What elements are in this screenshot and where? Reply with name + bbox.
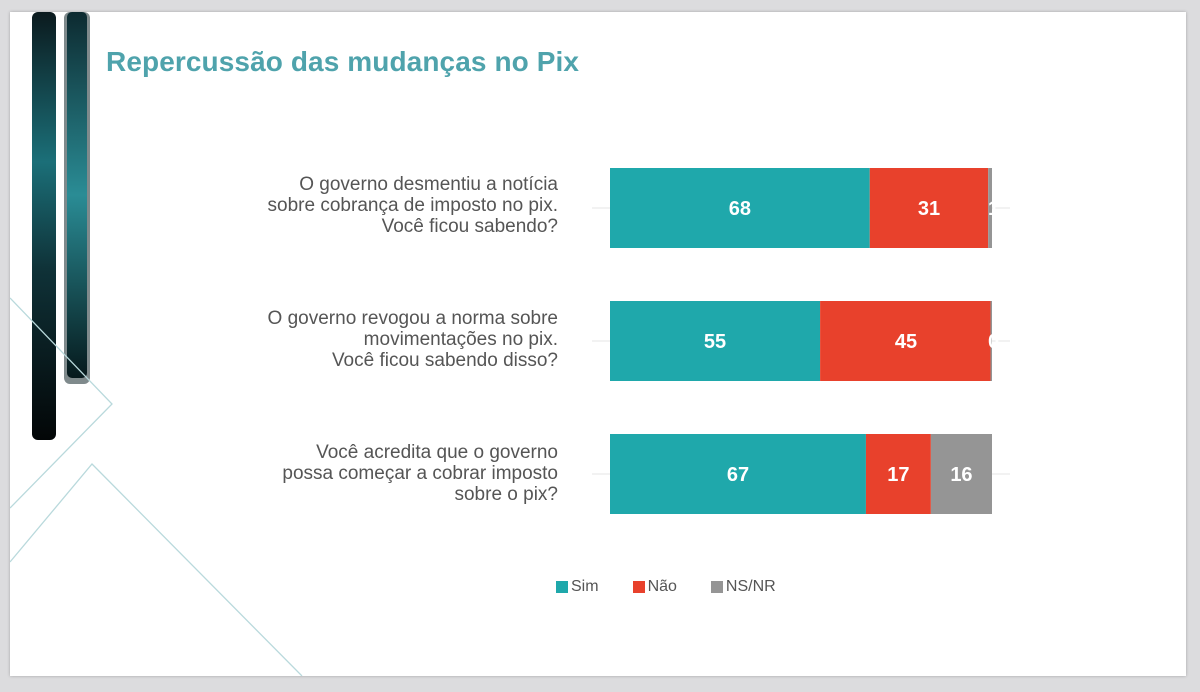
bar-nao-3: [865, 434, 931, 514]
data-label-sim-1: 68: [729, 198, 751, 220]
legend-item-sim: Sim: [556, 578, 599, 596]
question-3-line-2: possa começar a cobrar imposto: [282, 463, 558, 484]
bar-sim-1: [610, 168, 870, 248]
bar-nsnr-3: [930, 434, 992, 514]
question-1-line-1: O governo desmentiu a notícia: [299, 174, 558, 195]
legend: Sim Não NS/NR: [556, 578, 776, 596]
bar-nao-1: [869, 168, 989, 248]
bar-sim-3: [610, 434, 866, 514]
question-3-line-1: Você acredita que o governo: [316, 442, 558, 463]
question-1-line-3: Você ficou sabendo?: [381, 216, 558, 237]
bar-sim-2: [610, 301, 821, 381]
data-label-nao-1: 31: [918, 198, 940, 220]
dark-strip-right: [67, 12, 87, 378]
question-1-line-2: sobre cobrança de imposto no pix.: [267, 195, 558, 216]
bar-nsnr-2: [990, 301, 992, 381]
data-label-nsnr-3: 16: [950, 464, 972, 486]
question-label-3: Você acredita que o governo possa começa…: [178, 442, 558, 505]
diamond-line-bottom: [10, 463, 303, 676]
legend-item-nao: Não: [632, 578, 677, 596]
legend-swatch-nsnr: [710, 581, 723, 593]
legend-swatch-nao: [632, 581, 645, 593]
data-label-nao-3: 17: [887, 464, 909, 486]
question-2-line-3: Você ficou sabendo disso?: [331, 350, 558, 371]
legend-label-nsnr: NS/NR: [725, 578, 776, 595]
data-label-nsnr-2: 0: [988, 331, 999, 353]
dark-strip-left: [32, 12, 56, 440]
slide: Repercussão das mudanças no Pix O govern…: [10, 12, 1186, 676]
legend-item-nsnr: NS/NR: [710, 578, 776, 596]
data-label-sim-3: 67: [727, 464, 749, 486]
question-2-line-1: O governo revogou a norma sobre: [267, 308, 558, 329]
bar-nao-2: [820, 301, 992, 381]
question-2-line-2: movimentações no pix.: [363, 329, 558, 350]
question-label-1: O governo desmentiu a notícia sobre cobr…: [178, 174, 558, 237]
legend-label-sim: Sim: [571, 578, 599, 595]
bar-nsnr-1: [988, 168, 992, 248]
question-label-2: O governo revogou a norma sobre moviment…: [178, 308, 558, 371]
legend-swatch-sim: [556, 581, 568, 593]
stacked-bar-chart: 68 31 1 55 45 0 67 17 16: [592, 168, 1010, 514]
data-label-nsnr-1: 1: [988, 198, 999, 220]
question-3-line-3: sobre o pix?: [454, 484, 558, 505]
decorative-background: [10, 12, 303, 676]
data-label-sim-2: 55: [704, 331, 726, 353]
diamond-line-top: [10, 297, 113, 509]
data-label-nao-2: 45: [895, 331, 917, 353]
chart-title: Repercussão das mudanças no Pix: [106, 46, 580, 77]
legend-label-nao: Não: [647, 578, 677, 595]
